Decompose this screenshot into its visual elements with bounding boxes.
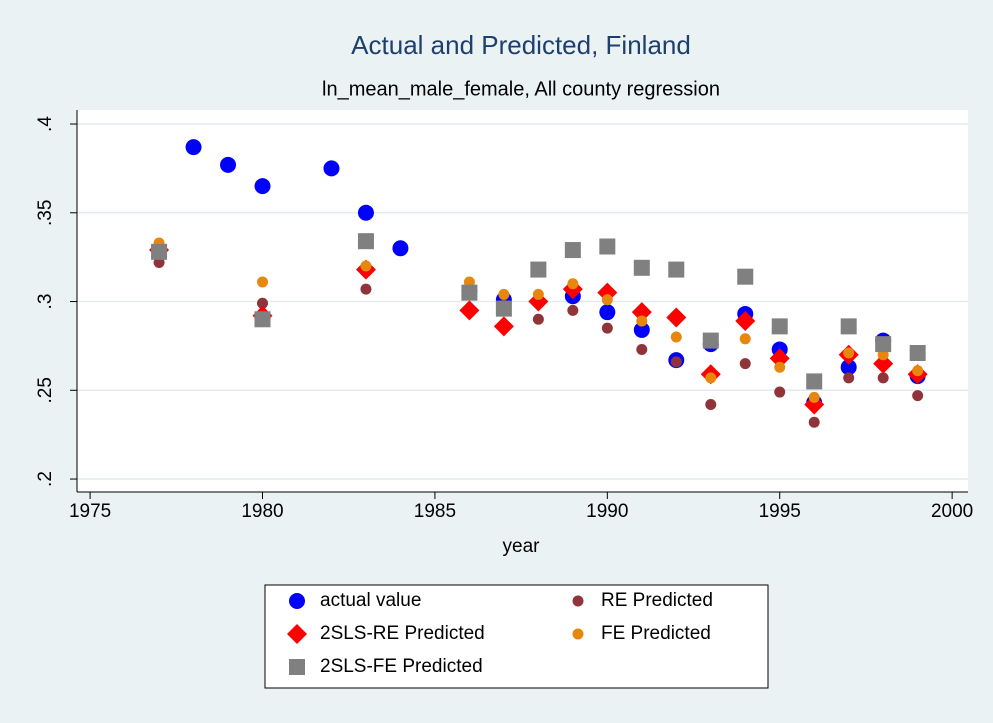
x-tick-label: 1975 [69, 501, 111, 522]
point [185, 139, 202, 156]
point [774, 386, 786, 398]
point [360, 283, 372, 295]
legend-marker [572, 628, 584, 640]
legend-marker [287, 624, 307, 644]
point [909, 345, 926, 362]
point [257, 297, 269, 309]
point [875, 336, 892, 353]
point [739, 358, 751, 370]
point [808, 416, 820, 428]
point [357, 204, 374, 221]
point [493, 316, 514, 337]
legend-label: 2SLS-RE Predicted [320, 623, 485, 644]
y-tick-label: .25 [35, 377, 56, 403]
legend-label: FE Predicted [601, 623, 711, 644]
point [735, 311, 756, 332]
point [633, 321, 650, 338]
x-tick-label: 2000 [931, 501, 973, 522]
point [254, 178, 271, 195]
legend-label: 2SLS-FE Predicted [320, 656, 483, 677]
point [532, 313, 544, 325]
legend-label: actual value [320, 590, 421, 611]
point [873, 353, 894, 374]
point [631, 302, 652, 323]
point [599, 238, 616, 255]
point [705, 372, 717, 384]
point [459, 300, 480, 321]
point [737, 268, 754, 285]
legend-marker [289, 593, 305, 609]
point [357, 233, 374, 250]
point [666, 307, 687, 328]
point [257, 276, 269, 288]
point [636, 343, 648, 355]
point [601, 322, 613, 334]
point [769, 348, 790, 369]
point [840, 318, 857, 335]
chart-subtitle: ln_mean_male_female, All county regressi… [322, 78, 720, 100]
point [774, 361, 786, 373]
point [532, 288, 544, 300]
x-tick-label: 1995 [759, 501, 801, 522]
point [771, 318, 788, 335]
point [843, 372, 855, 384]
x-tick-label: 1985 [414, 501, 456, 522]
point [636, 315, 648, 327]
x-tick-label: 1990 [586, 501, 628, 522]
point [220, 156, 237, 173]
point [151, 243, 168, 260]
point [670, 356, 682, 368]
point [877, 372, 889, 384]
legend [264, 584, 769, 689]
point [360, 260, 372, 272]
point [530, 261, 547, 278]
point [843, 347, 855, 359]
point [808, 391, 820, 403]
y-tick-label: .4 [35, 116, 56, 132]
point [806, 373, 823, 390]
point [702, 332, 719, 349]
point [912, 365, 924, 377]
point [495, 300, 512, 317]
x-tick-label: 1980 [241, 501, 283, 522]
point [739, 333, 751, 345]
y-tick-label: .35 [35, 200, 56, 226]
x-axis-label: year [503, 536, 541, 557]
point [670, 331, 682, 343]
legend-marker [572, 595, 584, 607]
point [392, 240, 409, 257]
legend-label: RE Predicted [601, 590, 713, 611]
point [599, 304, 616, 321]
point [323, 160, 340, 177]
y-tick-label: .3 [35, 294, 56, 310]
point [705, 398, 717, 410]
point [254, 311, 271, 328]
point [633, 259, 650, 276]
point [498, 288, 510, 300]
point [567, 304, 579, 316]
y-tick-label: .2 [35, 471, 56, 487]
point [567, 278, 579, 290]
point [564, 242, 581, 259]
point [668, 261, 685, 278]
point [601, 294, 613, 306]
chart-title: Actual and Predicted, Finland [351, 30, 691, 60]
point [461, 284, 478, 301]
point [840, 359, 857, 376]
legend-marker [289, 659, 305, 675]
point [912, 390, 924, 402]
